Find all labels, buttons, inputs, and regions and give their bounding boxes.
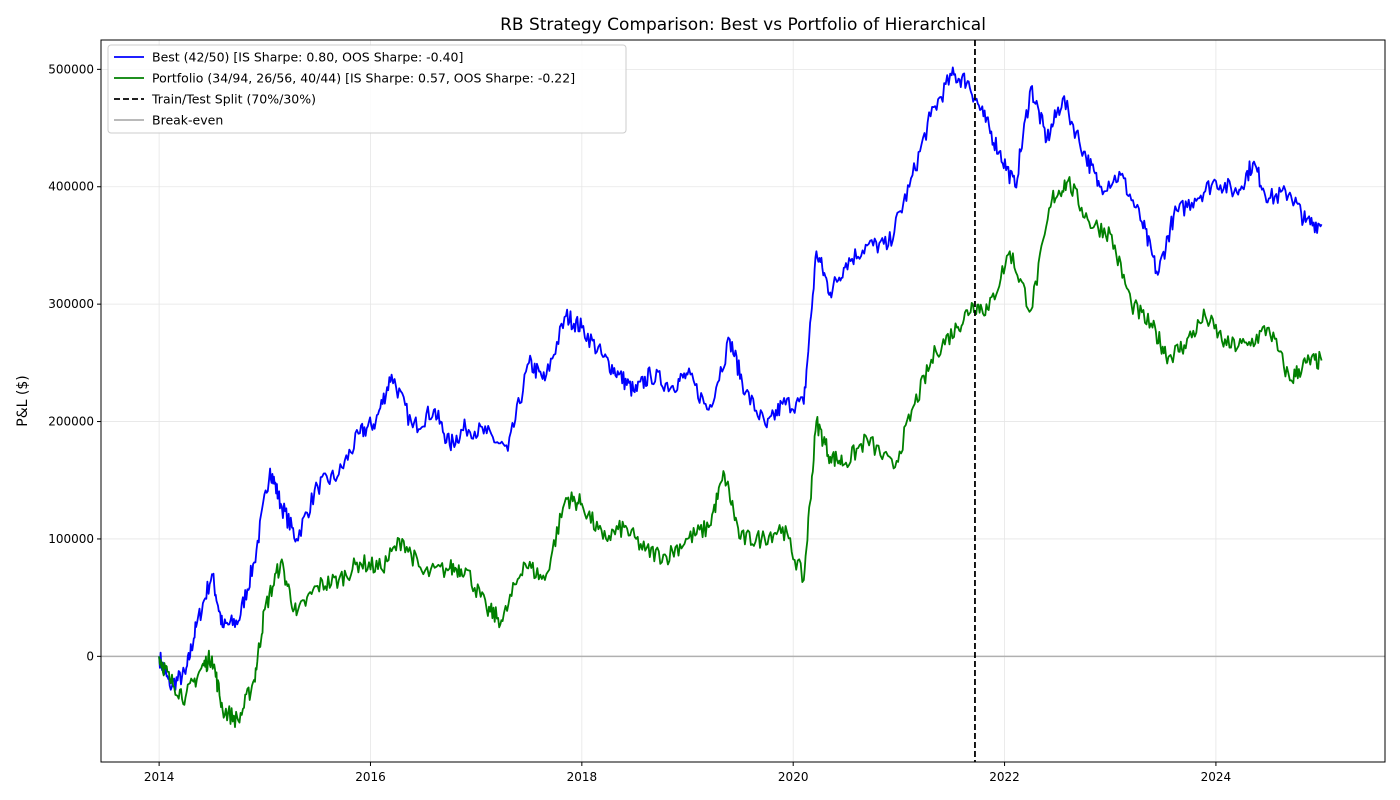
series-line-best <box>158 66 1323 691</box>
y-tick-label: 0 <box>86 649 94 663</box>
legend-entry-portfolio-label: Portfolio (34/94, 26/56, 40/44) [IS Shar… <box>152 71 575 86</box>
x-tick-label: 2016 <box>355 770 386 784</box>
series-line-portfolio <box>158 176 1323 728</box>
x-tick-label: 2024 <box>1201 770 1232 784</box>
legend: Best (42/50) [IS Sharpe: 0.80, OOS Sharp… <box>107 44 627 134</box>
y-tick-label: 500000 <box>48 62 94 76</box>
y-tick-label: 300000 <box>48 297 94 311</box>
y-axis-label: P&L ($) <box>15 375 31 426</box>
x-axis: 2014 2016 2018 2020 2022 2024 <box>144 762 1231 784</box>
y-axis: 0 100000 200000 300000 400000 500000 <box>48 62 101 663</box>
x-tick-label: 2022 <box>989 770 1020 784</box>
y-tick-label: 400000 <box>48 180 94 194</box>
x-tick-label: 2018 <box>567 770 598 784</box>
x-tick-label: 2020 <box>778 770 809 784</box>
legend-box <box>107 44 627 134</box>
legend-entry-split-label: Train/Test Split (70%/30%) <box>151 92 316 107</box>
legend-entry-best-label: Best (42/50) [IS Sharpe: 0.80, OOS Sharp… <box>152 50 463 65</box>
y-tick-label: 100000 <box>48 532 94 546</box>
legend-entry-break-even-label: Break-even <box>152 113 223 128</box>
axes-frame <box>100 39 1386 763</box>
plot-area <box>101 40 1385 762</box>
x-tick-label: 2014 <box>144 770 175 784</box>
chart-title: RB Strategy Comparison: Best vs Portfoli… <box>500 15 986 35</box>
y-tick-label: 200000 <box>48 415 94 429</box>
